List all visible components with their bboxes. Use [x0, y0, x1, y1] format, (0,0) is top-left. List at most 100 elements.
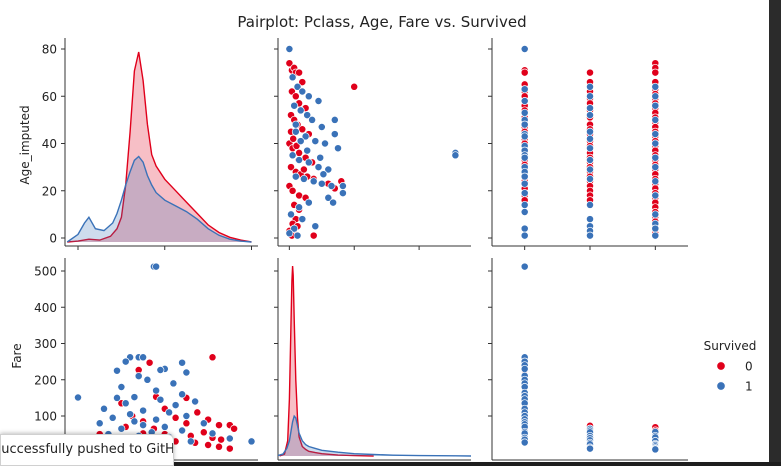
scatter-point-survived-1 [520, 208, 529, 216]
scatter-point-survived-1 [199, 419, 208, 428]
scatter-point-survived-1 [586, 134, 594, 143]
scatter-point-survived-0 [289, 134, 298, 143]
scatter-point-survived-1 [586, 156, 594, 164]
scatter-point-survived-1 [225, 434, 234, 443]
scatter-point-survived-1 [314, 97, 323, 105]
scatter-point-survived-1 [651, 224, 660, 233]
scatter-point-survived-1 [520, 200, 529, 209]
scatter-point-survived-1 [191, 397, 200, 406]
scatter-point-survived-1 [299, 174, 308, 183]
scatter-point-survived-1 [317, 179, 326, 188]
kde-line-survived-0 [279, 265, 374, 457]
scatter-point-survived-1 [182, 412, 191, 420]
scatter-point-survived-0 [215, 421, 223, 430]
scatter-point-survived-1 [651, 130, 660, 139]
scatter-point-survived-1 [178, 390, 187, 399]
scatter-point-survived-0 [520, 68, 529, 77]
y-tick-label: 400 [34, 301, 57, 315]
scatter-point-survived-1 [651, 445, 660, 454]
scatter-point-survived-0 [208, 353, 217, 362]
y-tick-label: 0 [49, 232, 57, 246]
scatter-point-survived-1 [298, 87, 307, 96]
y-tick-label: 60 [42, 90, 57, 104]
scatter-point-survived-1 [290, 101, 299, 110]
panel-Age_imputed-vs-Age_imputed [66, 51, 252, 243]
scatter-point-survived-0 [193, 408, 202, 417]
scatter-point-survived-1 [586, 231, 594, 240]
scatter-point-survived-1 [329, 198, 338, 207]
scatter-point-survived-1 [520, 224, 529, 233]
panel-Fare-vs-Fare [278, 265, 472, 457]
scatter-point-survived-1 [303, 111, 312, 120]
scatter-point-survived-0 [309, 231, 318, 240]
kde-fill-survived-0 [67, 52, 252, 242]
scatter-point-survived-1 [287, 210, 295, 219]
scatter-point-survived-0 [291, 92, 300, 101]
scatter-point-survived-1 [651, 163, 660, 172]
scatter-point-survived-1 [334, 144, 342, 153]
scatter-point-survived-0 [298, 78, 307, 87]
kde-line-survived-0 [67, 51, 252, 243]
kde-fill-survived-1 [67, 156, 252, 242]
scatter-point-survived-1 [324, 165, 333, 174]
scatter-point-survived-1 [178, 358, 187, 367]
scatter-point-survived-1 [586, 111, 594, 120]
scatter-point-survived-1 [100, 404, 108, 413]
scatter-point-survived-0 [285, 59, 294, 68]
scatter-point-survived-1 [330, 115, 339, 124]
kde-fill-survived-1 [278, 416, 471, 456]
kde-line-survived-1 [278, 414, 472, 457]
scatter-point-survived-1 [296, 137, 305, 146]
vertical-scrollbar[interactable] [769, 0, 781, 462]
scatter-point-survived-1 [139, 406, 148, 415]
scatter-point-survived-1 [295, 203, 304, 212]
scatter-point-survived-1 [520, 189, 529, 198]
scatter-point-survived-1 [327, 182, 336, 190]
kde-line-survived-1 [66, 155, 252, 243]
scatter-point-survived-1 [651, 101, 660, 110]
scatter-point-survived-1 [126, 410, 135, 419]
scatter-point-survived-0 [299, 165, 308, 174]
legend-label-1: 1 [745, 380, 753, 394]
scatter-point-survived-1 [586, 444, 594, 453]
scatter-point-survived-0 [295, 68, 304, 77]
legend-title: Survived [704, 339, 757, 353]
scatter-point-survived-1 [520, 45, 529, 53]
scatter-point-survived-0 [651, 68, 660, 77]
scatter-point-survived-1 [113, 366, 121, 375]
scatter-point-survived-1 [298, 215, 307, 224]
scatter-point-survived-1 [139, 353, 148, 362]
legend-label-0: 0 [745, 360, 753, 374]
scatter-point-survived-1 [338, 189, 347, 198]
scatter-point-survived-1 [295, 156, 304, 164]
scatter-point-survived-1 [586, 144, 594, 153]
scatter-point-survived-0 [225, 444, 234, 453]
scatter-point-survived-1 [165, 408, 174, 417]
scatter-point-survived-1 [182, 368, 191, 377]
scatter-point-survived-1 [586, 174, 594, 183]
scatter-point-survived-0 [350, 82, 359, 91]
scatter-point-survived-0 [204, 441, 213, 449]
scatter-point-survived-1 [330, 130, 339, 139]
scatter-point-survived-1 [651, 210, 660, 219]
row-label-fare: Fare [10, 343, 24, 368]
y-tick-label: 40 [42, 137, 57, 151]
scatter-point-survived-1 [309, 177, 318, 186]
scatter-point-survived-0 [217, 435, 226, 444]
scatter-point-survived-1 [247, 437, 256, 446]
scatter-point-survived-1 [288, 73, 297, 82]
chart-title: Pairplot: Pclass, Age, Fare vs. Survived [237, 13, 526, 31]
scatter-point-survived-1 [586, 104, 594, 113]
scatter-point-survived-1 [304, 92, 313, 101]
scatter-point-survived-1 [291, 120, 300, 129]
y-tick-label: 100 [34, 410, 57, 424]
scatter-point-survived-1 [121, 399, 130, 408]
scatter-point-survived-1 [520, 85, 529, 94]
scatter-point-survived-1 [95, 419, 104, 428]
y-tick-label: 20 [42, 184, 57, 198]
scatter-point-survived-1 [301, 132, 310, 141]
scatter-point-survived-1 [520, 364, 529, 373]
scatter-point-survived-1 [108, 413, 117, 422]
scatter-point-survived-1 [586, 92, 594, 101]
